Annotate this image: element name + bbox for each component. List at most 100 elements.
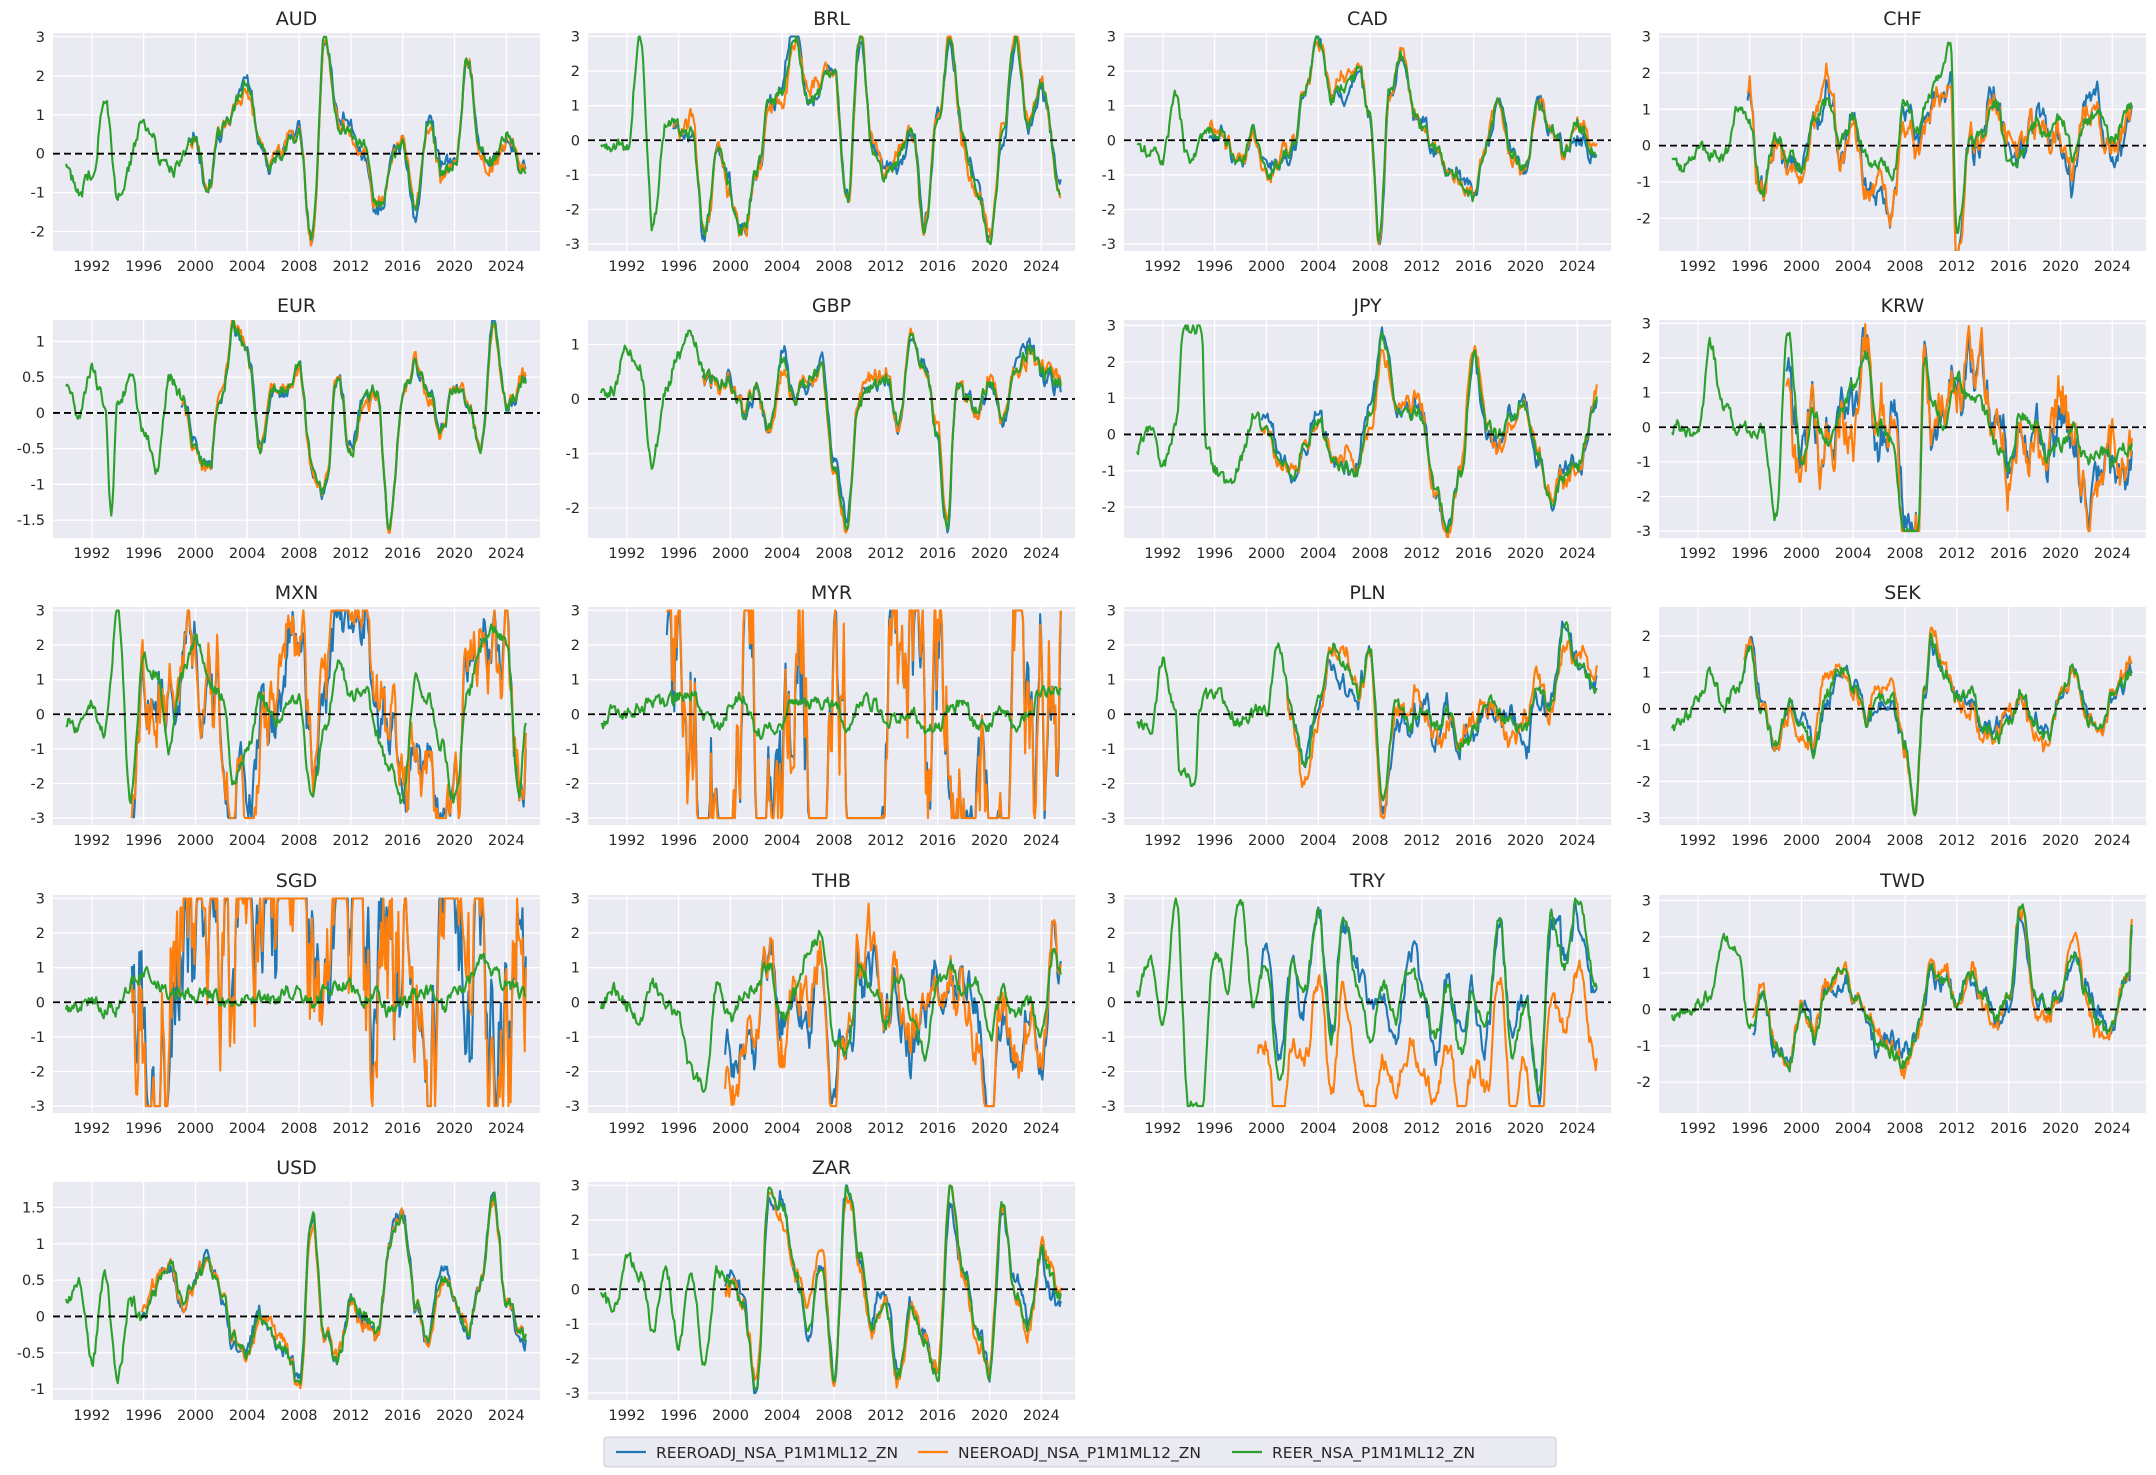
x-tick-label: 1996 [1196, 259, 1233, 275]
y-tick-label: -1 [1102, 168, 1116, 184]
y-tick-label: 3 [1107, 318, 1116, 334]
x-tick-label: 2020 [436, 1408, 473, 1424]
x-tick-label: 2020 [1507, 259, 1544, 275]
x-tick-label: 2024 [1559, 259, 1596, 275]
x-tick-label: 2008 [816, 546, 853, 562]
x-tick-label: 2004 [1835, 833, 1872, 849]
x-tick-label: 1992 [1144, 259, 1181, 275]
y-tick-label: 2 [36, 69, 45, 85]
x-tick-label: 2008 [1887, 1121, 1924, 1137]
x-tick-label: 1992 [73, 546, 110, 562]
y-tick-label: 3 [1107, 29, 1116, 45]
x-tick-label: 1996 [660, 546, 697, 562]
x-tick-label: 1992 [1679, 833, 1716, 849]
y-tick-label: 1 [1642, 966, 1651, 982]
panel-brl: 1992 1996 2000 2004 2008 2012 2016 2020 2024 3 2 1 0… [566, 8, 1075, 275]
x-tick-label: 2024 [1559, 1121, 1596, 1137]
x-tick-label: 2020 [1507, 833, 1544, 849]
series-reer-line [600, 35, 1061, 246]
y-tick-label: 0 [1642, 1002, 1651, 1018]
y-tick-label: 3 [1642, 893, 1651, 909]
x-tick-label: 2004 [764, 1408, 801, 1424]
x-tick-label: 2016 [919, 259, 956, 275]
x-tick-label: 2020 [2042, 1121, 2079, 1137]
y-tick-label: 1 [1642, 665, 1651, 681]
panel-chf: 1992 1996 2000 2004 2008 2012 2016 2020 2024 3 2 1 0… [1637, 8, 2146, 275]
y-tick-label: 3 [571, 1178, 580, 1194]
legend-frame [603, 1436, 1557, 1468]
y-tick-label: -2 [566, 1351, 580, 1367]
series-neeroadj-line [140, 1199, 527, 1390]
y-tick-label: 2 [1107, 355, 1116, 371]
panel-title: KRW [1881, 295, 1925, 317]
x-tick-label: 2000 [1783, 1121, 1820, 1137]
y-tick-label: 1 [36, 961, 45, 977]
x-tick-label: 1996 [660, 833, 697, 849]
panel-usd: 1992 1996 2000 2004 2008 2012 2016 2020 2024 1.5 1… [17, 1157, 540, 1424]
y-tick-label: 3 [571, 29, 580, 45]
y-tick-label: -2 [31, 225, 45, 241]
x-tick-label: 2000 [712, 546, 749, 562]
y-tick-label: 0.5 [22, 370, 45, 386]
y-tick-label: -1.5 [17, 513, 45, 529]
y-tick-label: -2 [566, 776, 580, 792]
plot-area [1659, 607, 2146, 825]
y-tick-label: 2 [571, 926, 580, 942]
x-tick-label: 2004 [764, 833, 801, 849]
x-tick-label: 2000 [712, 833, 749, 849]
y-tick-label: -2 [1637, 489, 1651, 505]
panel-pln: 1992 1996 2000 2004 2008 2012 2016 2020 2024 3 2 1 0… [1102, 582, 1611, 849]
series-reer-line [1670, 903, 2133, 1073]
x-tick-label: 2020 [971, 1121, 1008, 1137]
y-tick-label: 0.5 [22, 1273, 45, 1289]
panel-myr: 1992 1996 2000 2004 2008 2012 2016 2020 2024 3 2 1 0… [566, 582, 1075, 849]
x-tick-label: 2024 [1559, 833, 1596, 849]
x-tick-label: 1996 [125, 1408, 162, 1424]
panel-title: EUR [277, 295, 316, 317]
y-tick-label: 1 [36, 1237, 45, 1253]
y-tick-label: -1 [1102, 464, 1116, 480]
x-tick-label: 2020 [436, 833, 473, 849]
y-tick-label: 0 [1107, 995, 1116, 1011]
y-tick-label: 0 [571, 995, 580, 1011]
x-tick-label: 2004 [229, 1408, 266, 1424]
series-reer-line [64, 1191, 527, 1385]
y-tick-label: 1 [571, 338, 580, 354]
y-tick-label: 1 [1642, 102, 1651, 118]
x-tick-label: 2008 [1352, 546, 1389, 562]
y-tick-label: 1 [1107, 961, 1116, 977]
x-tick-label: 1996 [1731, 546, 1768, 562]
x-tick-label: 2020 [971, 1408, 1008, 1424]
x-tick-label: 2012 [867, 1121, 904, 1137]
y-tick-label: 3 [36, 891, 45, 907]
series-reer-line [1136, 324, 1598, 534]
series-neeroadj-line [1743, 626, 2133, 816]
x-tick-label: 2016 [1455, 546, 1492, 562]
series-neeroadj-line [1785, 322, 2133, 533]
y-tick-label: -2 [566, 202, 580, 218]
x-tick-label: 2016 [1990, 259, 2027, 275]
x-tick-label: 2020 [2042, 546, 2079, 562]
x-tick-label: 2012 [1403, 546, 1440, 562]
x-tick-label: 2016 [384, 1408, 421, 1424]
x-tick-label: 1992 [1144, 1121, 1181, 1137]
series-reer-line [65, 320, 527, 531]
series-neeroadj-line [130, 897, 527, 1108]
series-reer-line [64, 35, 527, 241]
y-tick-label: -3 [1102, 1099, 1116, 1115]
x-tick-label: 2008 [1352, 259, 1389, 275]
y-tick-label: 3 [36, 603, 45, 619]
x-tick-label: 2012 [332, 546, 369, 562]
series-neeroadj-line [1256, 959, 1598, 1108]
plot-area [53, 320, 540, 538]
panel-title: TWD [1879, 870, 1925, 892]
series-neeroadj-line [1751, 907, 2133, 1080]
y-tick-label: -1 [1637, 175, 1651, 191]
x-tick-label: 2024 [488, 259, 525, 275]
y-tick-label: -1 [31, 186, 45, 202]
x-tick-label: 2024 [1023, 1121, 1060, 1137]
series-neeroadj-line [130, 609, 527, 820]
y-tick-label: -1 [31, 477, 45, 493]
x-tick-label: 1996 [125, 1121, 162, 1137]
